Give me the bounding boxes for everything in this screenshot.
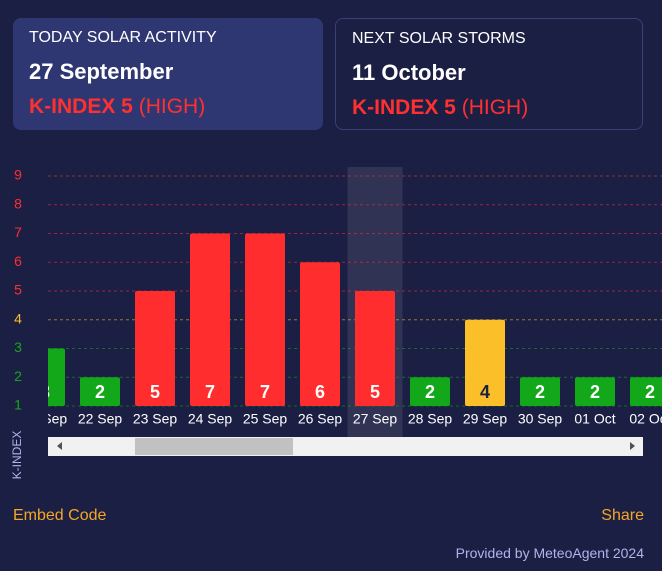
bar-value: 7 [205, 382, 215, 402]
credit: Provided by MeteoAgent 2024 [455, 545, 644, 561]
y-tick-label: 3 [14, 339, 22, 355]
x-tick-label: 22 Sep [78, 411, 123, 427]
today-card: TODAY SOLAR ACTIVITY 27 September K-INDE… [13, 18, 323, 130]
next-card: NEXT SOLAR STORMS 11 October K-INDEX 5 (… [335, 18, 643, 130]
card-date: 11 October [352, 60, 466, 85]
x-tick-label: 30 Sep [518, 411, 563, 427]
embed-code[interactable]: Embed Code [13, 507, 107, 524]
bar-value: 2 [535, 382, 545, 402]
y-tick-label: 2 [14, 368, 22, 384]
scroll-left[interactable] [57, 442, 62, 450]
card-date: 27 September [29, 59, 174, 84]
bar-value: 3 [40, 382, 50, 402]
chart: 3 21 Sep 2 22 Sep 5 23 Sep 7 24 Sep 7 25 Sep 6 26 S… [10, 167, 662, 480]
card-label: NEXT SOLAR STORMS [352, 30, 526, 47]
level: (HIGH) [461, 96, 529, 119]
bar-value: 4 [480, 382, 490, 402]
level: (HIGH) [138, 95, 206, 118]
bar-value: 6 [315, 382, 325, 402]
x-tick-label: 25 Sep [243, 411, 288, 427]
bar [355, 291, 395, 406]
index: K-INDEX 5 [29, 95, 133, 118]
bar [520, 377, 560, 406]
bar [48, 348, 65, 406]
x-tick-label: 02 Oct [629, 411, 662, 427]
bar-value: 5 [150, 382, 160, 402]
bar-value: 2 [590, 382, 600, 402]
y-tick-label: 1 [14, 397, 22, 413]
bar-value: 7 [260, 382, 270, 402]
y-tick-label: 5 [14, 282, 22, 298]
bar [575, 377, 615, 406]
y-axis-label: K-INDEX [10, 431, 24, 480]
bar-value: 2 [95, 382, 105, 402]
y-tick-label: 7 [14, 224, 22, 240]
card-index: K-INDEX 5 (HIGH) [352, 96, 626, 120]
bar-value: 2 [645, 382, 655, 402]
x-tick-label: 21 Sep [23, 411, 68, 427]
x-tick-label: 23 Sep [133, 411, 178, 427]
scroll-right[interactable] [630, 442, 635, 450]
index: K-INDEX 5 [352, 96, 456, 119]
card-index: K-INDEX 5 (HIGH) [29, 95, 307, 119]
y-tick-label: 4 [14, 310, 22, 326]
x-tick-label: 24 Sep [188, 411, 233, 427]
bar [465, 319, 505, 406]
scroll-thumb[interactable] [135, 438, 293, 455]
bar [630, 377, 662, 406]
y-tick-label: 8 [14, 195, 22, 211]
bar [300, 262, 340, 406]
x-tick-label: 01 Oct [574, 411, 615, 427]
share[interactable]: Share [601, 507, 644, 524]
bar-value: 2 [425, 382, 435, 402]
bar [190, 233, 230, 406]
x-tick-label: 28 Sep [408, 411, 453, 427]
bar [135, 291, 175, 406]
x-tick-label: 29 Sep [463, 411, 508, 427]
x-tick-label: 26 Sep [298, 411, 343, 427]
y-tick-label: 9 [14, 167, 22, 183]
bar [245, 233, 285, 406]
y-tick-label: 6 [14, 253, 22, 269]
x-tick-label: 27 Sep [353, 411, 398, 427]
bar [410, 377, 450, 406]
bar [80, 377, 120, 406]
bar-value: 5 [370, 382, 380, 402]
card-label: TODAY SOLAR ACTIVITY [29, 29, 217, 46]
